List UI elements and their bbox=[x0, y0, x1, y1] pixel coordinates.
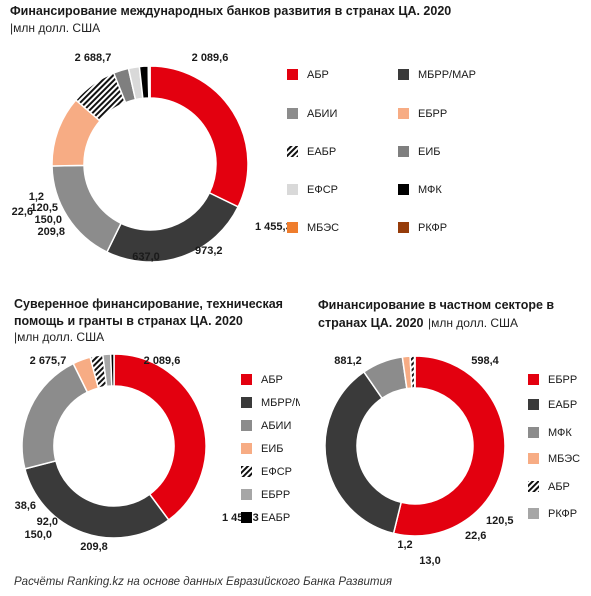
legend-swatch-мбэс bbox=[528, 453, 539, 464]
chart3-heading: Финансирование в частном секторе в стран… bbox=[318, 296, 590, 332]
legend-label-абр: АБР bbox=[548, 481, 570, 493]
data-label-абр: 2 675,7 bbox=[30, 355, 67, 367]
data-label-абии: 1 455,3 bbox=[222, 512, 259, 524]
source-footnote: Расчёты Ranking.kz на основе данных Евра… bbox=[14, 576, 393, 588]
data-label-ебрр: 881,2 bbox=[334, 355, 362, 367]
data-label-абр: 13,0 bbox=[419, 555, 440, 567]
legend-swatch-абии bbox=[241, 420, 252, 431]
legend-label-ебрр: ЕБРР bbox=[418, 108, 447, 120]
data-label-еабр: 38,6 bbox=[15, 500, 36, 512]
chart1-title: Финансирование международных банков разв… bbox=[10, 4, 452, 18]
data-label-мбрр-мар: 2 089,6 bbox=[192, 52, 229, 64]
chart3-unit: |млн долл. США bbox=[427, 316, 519, 330]
legend-label-мбэс: МБЭС bbox=[548, 453, 580, 465]
chart3-title: Финансирование в частном секторе в стран… bbox=[318, 298, 555, 330]
legend-label-абр: АБР bbox=[307, 69, 329, 81]
legend-swatch-ефср bbox=[241, 466, 252, 477]
chart1-unit-text: млн долл. США bbox=[13, 21, 101, 35]
legend-label-ебрр: ЕБРР bbox=[261, 489, 290, 501]
chart3-unit-text: млн долл. США bbox=[431, 316, 519, 330]
slice-абии bbox=[51, 164, 123, 254]
slice-ебрр bbox=[392, 355, 506, 537]
data-label-еиб: 209,8 bbox=[37, 226, 65, 238]
data-label-мбэс: 22,6 bbox=[12, 206, 33, 218]
legend-swatch-еабр bbox=[241, 512, 252, 523]
data-label-ркфр: 1,2 bbox=[397, 539, 412, 551]
chart2-unit: |млн долл. США bbox=[14, 330, 105, 344]
legend-swatch-еабр bbox=[287, 146, 298, 157]
legend-label-еабр: ЕАБР bbox=[307, 146, 336, 158]
legend-label-еабр: ЕАБР bbox=[548, 399, 577, 411]
legend-swatch-еиб bbox=[241, 443, 252, 454]
data-label-еабр: 598,4 bbox=[471, 355, 499, 367]
legend-swatch-ебрр bbox=[528, 374, 539, 385]
slice-еабр bbox=[324, 370, 403, 535]
legend-swatch-ефср bbox=[287, 184, 298, 195]
legend-swatch-ебрр bbox=[398, 108, 409, 119]
legend-swatch-мфк bbox=[528, 427, 539, 438]
data-label-абии: 1 455,3 bbox=[255, 221, 292, 233]
data-label-мбрр-мар: 2 089,6 bbox=[144, 355, 181, 367]
chart2-unit-text: млн долл. США bbox=[17, 330, 105, 344]
legend-swatch-мбэс bbox=[287, 222, 298, 233]
data-label-абр: 2 688,7 bbox=[75, 52, 112, 64]
legend-swatch-ркфр bbox=[398, 222, 409, 233]
donut-chart-sovereign: 2 675,7 2 089,6 1 455,3 209,8 150,092,038,6 А… bbox=[15, 353, 300, 553]
legend-swatch-абии bbox=[287, 108, 298, 119]
data-label-мбэс: 22,6 bbox=[465, 530, 486, 542]
data-label-ебрр: 973,2 bbox=[195, 245, 223, 257]
data-label-еиб: 209,8 bbox=[80, 541, 108, 553]
slice-еабр bbox=[109, 353, 115, 387]
legend-label-ефср: ЕФСР bbox=[261, 466, 292, 478]
legend-swatch-мфк bbox=[398, 184, 409, 195]
data-label-ефср: 150,0 bbox=[24, 529, 52, 541]
data-label-мфк: 120,5 bbox=[30, 202, 58, 214]
slice-абр bbox=[113, 353, 207, 522]
data-label-еабр: 637,0 bbox=[132, 251, 160, 263]
legend-label-еиб: ЕИБ bbox=[418, 146, 440, 158]
legend-swatch-мбрр-мар bbox=[398, 69, 409, 80]
legend-swatch-мбрр-мар bbox=[241, 397, 252, 408]
chart1-unit: |млн долл. США bbox=[10, 21, 101, 35]
legend-label-ркфр: РКФР bbox=[418, 222, 447, 234]
legend-label-ефср: ЕФСР bbox=[307, 184, 338, 196]
legend-label-еабр: ЕАБР bbox=[261, 512, 290, 524]
legend-label-мфк: МФК bbox=[418, 184, 442, 196]
slice-абр bbox=[149, 65, 249, 208]
legend-swatch-абр bbox=[241, 374, 252, 385]
legend-label-мбэс: МБЭС bbox=[307, 222, 339, 234]
legend-label-мфк: МФК bbox=[548, 427, 572, 439]
legend-swatch-еабр bbox=[528, 399, 539, 410]
legend-label-абии: АБИИ bbox=[307, 108, 337, 120]
legend-swatch-абр bbox=[528, 481, 539, 492]
legend-swatch-абр bbox=[287, 69, 298, 80]
legend-label-абии: АБИИ bbox=[261, 420, 291, 432]
data-label-ркфр: 1,2 bbox=[29, 191, 44, 203]
legend-swatch-еиб bbox=[398, 146, 409, 157]
legend-label-ебрр: ЕБРР bbox=[548, 374, 577, 386]
legend-label-ркфр: РКФР bbox=[548, 508, 577, 520]
legend-label-абр: АБР bbox=[261, 374, 283, 386]
data-label-ебрр: 92,0 bbox=[37, 516, 58, 528]
legend-label-мбрр-мар: МБРР/МАР bbox=[261, 397, 300, 409]
data-label-ефср: 150,0 bbox=[34, 214, 62, 226]
donut-chart-main: 2 688,7 2 089,6 1 455,3 973,2 637,0 209,8150,… bbox=[12, 52, 476, 263]
donut-chart-private: 881,2 598,4 120,522,6 13,0 1,2 ЕБРР ЕАБР МФК МБЭ… bbox=[324, 355, 580, 567]
legend-swatch-ебрр bbox=[241, 489, 252, 500]
legend-label-мбрр-мар: МБРР/МАР bbox=[418, 69, 476, 81]
legend-swatch-ркфр bbox=[528, 508, 539, 519]
slice-абии bbox=[21, 362, 89, 470]
chart2-title: Суверенное финансирование, техническая п… bbox=[14, 297, 283, 328]
data-label-мфк: 120,5 bbox=[486, 515, 514, 527]
legend-label-еиб: ЕИБ bbox=[261, 443, 283, 455]
